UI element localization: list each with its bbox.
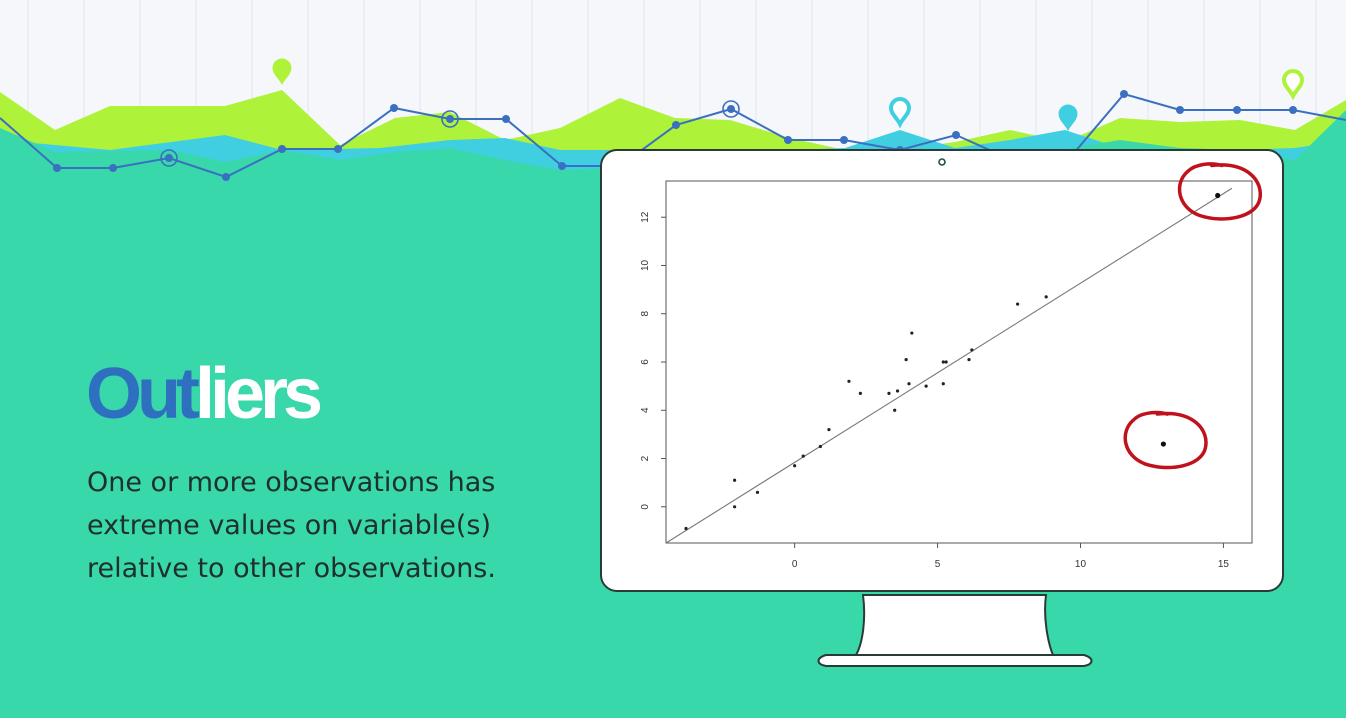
decorative-line-marker <box>672 121 680 129</box>
outlier-point <box>1215 192 1221 199</box>
decorative-line-marker <box>784 136 792 144</box>
decorative-line-marker <box>165 154 173 162</box>
y-tick-label: 12 <box>640 211 651 223</box>
data-point <box>818 444 822 449</box>
data-point <box>970 348 974 352</box>
data-point <box>904 357 908 362</box>
decorative-line-marker <box>1233 106 1241 114</box>
y-axis: 0 2 4 6 8 10 12 <box>640 211 666 510</box>
outlier-points <box>1123 162 1263 470</box>
decorative-line-marker <box>53 164 61 172</box>
map-pin-icon <box>1281 69 1305 101</box>
x-tick-label: 10 <box>1075 559 1087 570</box>
data-point <box>910 331 914 335</box>
data-point <box>967 357 971 362</box>
data-point <box>1016 302 1020 306</box>
fit-line <box>665 187 1233 544</box>
slide-title-rest: liers <box>194 354 323 434</box>
y-tick-label: 8 <box>640 311 651 317</box>
data-point <box>895 389 900 393</box>
decorative-marker-ring <box>160 149 178 167</box>
data-point <box>893 408 897 412</box>
decorative-line-marker <box>840 136 848 144</box>
y-tick-label: 6 <box>640 359 651 365</box>
data-point <box>755 490 760 494</box>
decorative-line-marker <box>727 105 735 113</box>
decorative-line-marker <box>502 115 510 123</box>
outlier-highlight-circle <box>1177 162 1263 221</box>
data-point <box>858 391 862 395</box>
scatter-plot: 0 5 10 15 0 2 4 6 8 10 12 <box>640 162 1263 570</box>
data-point <box>887 391 891 395</box>
x-axis: 0 5 10 15 <box>792 543 1230 570</box>
slide-title: Outliers <box>86 358 323 430</box>
x-tick-label: 15 <box>1218 559 1230 570</box>
y-tick-label: 10 <box>640 259 651 271</box>
decorative-map-pins <box>272 58 1305 132</box>
decorative-line-marker <box>334 145 342 153</box>
decorative-marker-ring <box>441 110 459 128</box>
data-point <box>907 382 911 386</box>
decorative-line-marker <box>446 115 454 123</box>
decorative-line-marker <box>952 131 960 139</box>
decorative-line-marker <box>278 145 286 153</box>
decorative-line-markers <box>53 90 1297 181</box>
data-point <box>733 478 737 482</box>
x-tick-label: 0 <box>792 559 798 570</box>
decorative-line-marker <box>222 173 230 181</box>
data-point <box>944 360 948 364</box>
slide-title-accent: Out <box>86 354 200 434</box>
data-point <box>847 379 851 383</box>
data-point <box>827 427 831 432</box>
data-points <box>684 295 1048 531</box>
data-point <box>733 505 737 509</box>
data-point <box>941 360 945 364</box>
slide-body-text: One or more observations has extreme val… <box>87 467 496 584</box>
map-pin-icon <box>1058 104 1078 132</box>
webcam-icon <box>938 158 946 166</box>
decorative-line-marker <box>1120 90 1128 98</box>
data-point <box>924 384 928 388</box>
data-point <box>793 464 797 468</box>
monitor-illustration: 0 5 10 15 0 2 4 6 8 10 12 <box>600 149 1284 667</box>
y-tick-label: 2 <box>640 455 651 461</box>
data-point <box>684 526 688 531</box>
y-tick-label: 0 <box>640 504 651 510</box>
data-point <box>1044 295 1048 299</box>
map-pin-icon <box>272 58 292 86</box>
decorative-marker-ring <box>722 100 740 118</box>
decorative-line-marker <box>558 162 566 170</box>
monitor-stand <box>854 594 1055 656</box>
decorative-line-marker <box>1289 106 1297 114</box>
y-tick-label: 4 <box>640 407 651 413</box>
data-point <box>801 454 805 458</box>
outlier-highlight-circle <box>1123 410 1208 470</box>
data-point <box>941 382 945 386</box>
decorative-line-marker <box>1176 106 1184 114</box>
monitor-base <box>817 654 1093 667</box>
outlier-point <box>1160 441 1166 447</box>
map-pin-icon <box>888 97 912 129</box>
decorative-line-marker <box>390 104 398 112</box>
x-tick-label: 5 <box>935 559 941 570</box>
decorative-line-marker <box>109 164 117 172</box>
